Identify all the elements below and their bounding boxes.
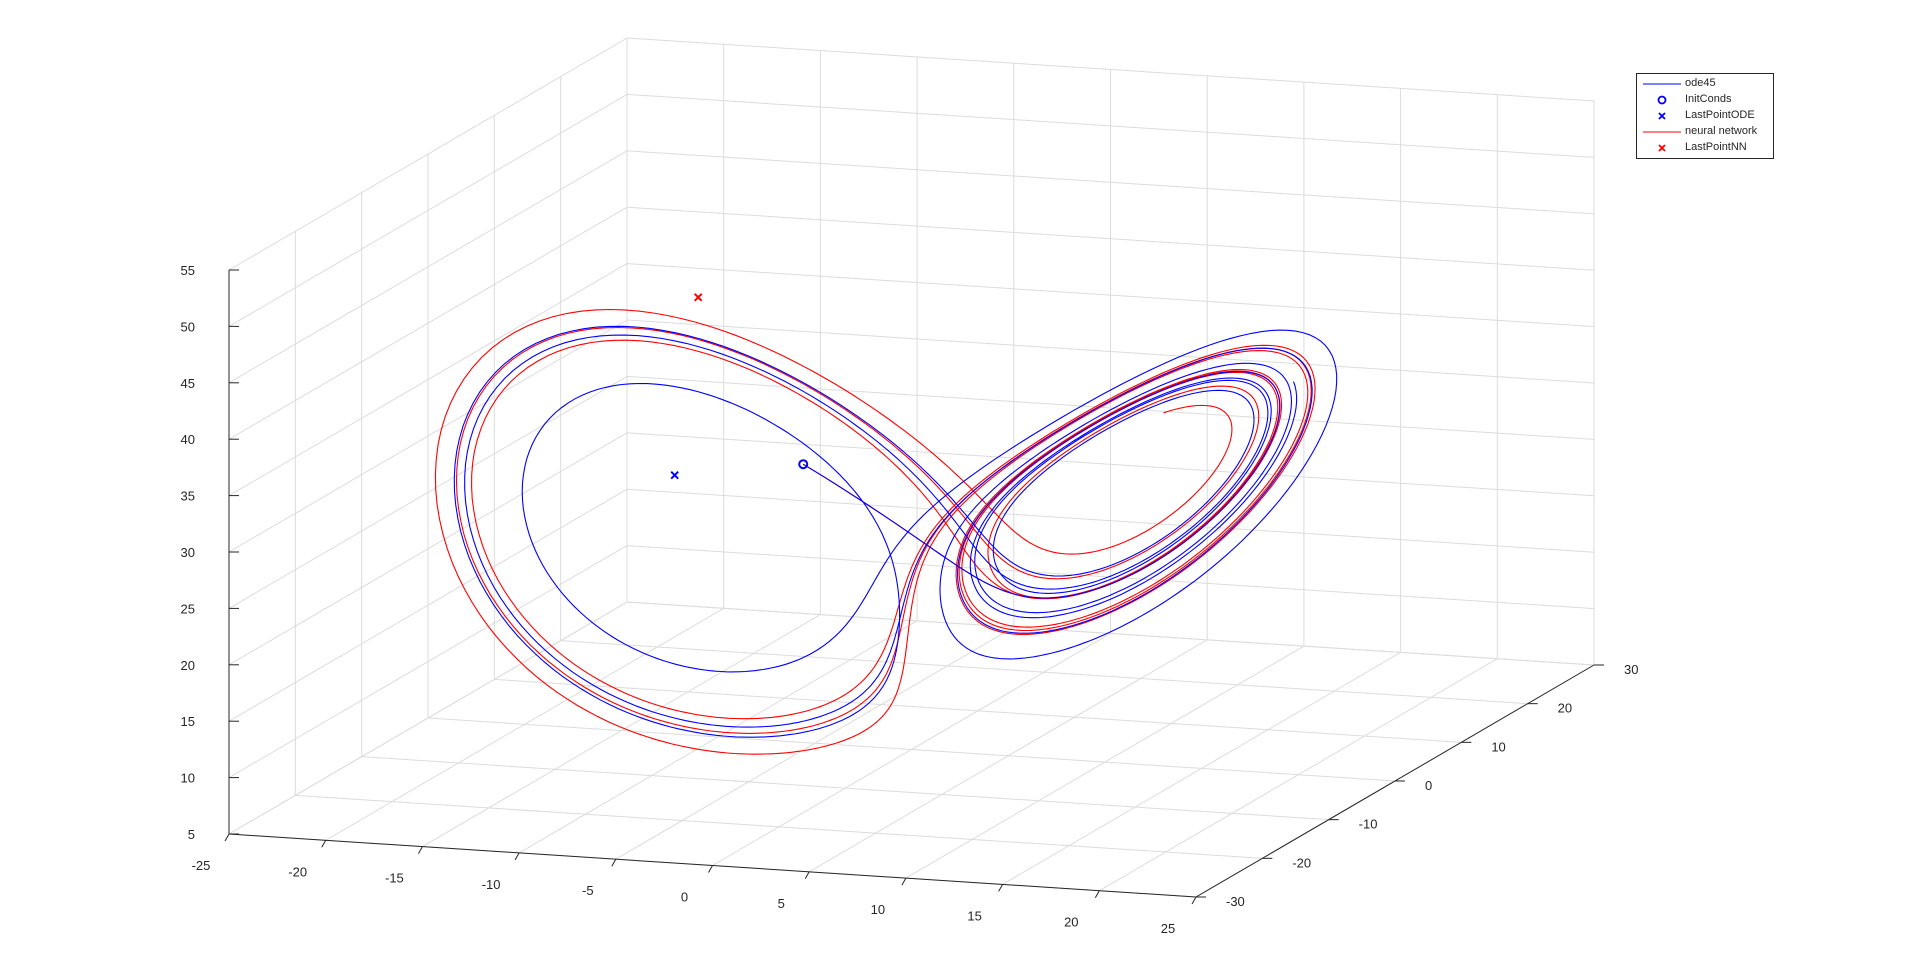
x-tick-mark (804, 871, 810, 880)
back-wall-grid-line (626, 488, 1595, 553)
marker-lastpointnn (693, 293, 703, 302)
axes-lines (224, 269, 1604, 905)
back-wall-grid-line (626, 93, 1595, 158)
circle-marker-icon (1657, 95, 1667, 105)
floor-grid-line (494, 678, 1462, 743)
z-tick-label: 5 (188, 827, 195, 842)
legend-label-lastpointnn: LastPointNN (1685, 141, 1747, 153)
data-series (434, 293, 1338, 755)
side-wall-grid-line (228, 488, 628, 722)
x-tick-mark (321, 840, 327, 848)
side-wall-grid-line (228, 432, 628, 666)
x-tick-mark (901, 877, 907, 886)
floor-grid-line (295, 794, 1263, 859)
x-tick-mark (998, 884, 1004, 892)
x-marker-icon (1658, 144, 1666, 152)
legend-label-initconds: InitConds (1685, 93, 1732, 105)
back-wall-grid-line (626, 601, 1595, 666)
x-marker-icon (1658, 112, 1666, 120)
side-wall-grid-line (228, 263, 628, 497)
legend-entry-lastpointnn: LastPointNN (1637, 140, 1775, 156)
y-tick-label: -10 (1359, 817, 1378, 832)
line-sample-icon (1643, 131, 1681, 133)
x-tick-label: -15 (385, 871, 404, 886)
legend-label-lastpointode: LastPointODE (1685, 109, 1755, 121)
series-line-ode45 (453, 325, 1338, 738)
z-tick-label: 10 (181, 771, 195, 786)
back-wall-grid-line (626, 545, 1595, 610)
x-tick-label: 10 (871, 902, 885, 917)
tick-labels: -25 -20 -15 -10 -5 0 5 10 15 20 25 -30 -20 -10 0 10 20 30… (181, 263, 1639, 936)
x-tick-mark (1094, 890, 1100, 898)
legend-entry-lastpointode: LastPointODE (1637, 108, 1775, 124)
y-tick-label: -20 (1292, 855, 1311, 870)
y-tick-label: -30 (1226, 894, 1245, 909)
x-tick-mark (224, 833, 230, 842)
side-wall-grid-line (228, 37, 628, 271)
back-wall-grid-line (626, 375, 1595, 440)
floor-grid-line (427, 717, 1396, 782)
y-tick-label: 30 (1624, 662, 1638, 677)
back-wall-grid-line (626, 319, 1595, 384)
back-wall-grid-line (626, 432, 1595, 497)
x-tick-label: -25 (192, 858, 211, 873)
x-tick-label: -5 (582, 883, 594, 898)
side-wall-grid-line (228, 93, 628, 327)
line-sample-icon (1643, 83, 1681, 85)
x-tick-label: -10 (482, 877, 501, 892)
x-tick-label: 5 (778, 896, 785, 911)
z-tick-label: 20 (181, 658, 195, 673)
legend-entry-neural-network: neural network (1637, 124, 1775, 140)
x-tick-label: 0 (681, 890, 688, 905)
y-tick-label: 0 (1425, 778, 1432, 793)
z-tick-label: 40 (181, 432, 195, 447)
x-tick-mark (611, 858, 617, 867)
x-tick-mark (417, 846, 423, 854)
series-line-neural-network (434, 308, 1316, 755)
z-tick-label: 25 (181, 601, 195, 616)
side-wall-grid-line (228, 375, 628, 609)
side-wall-grid-line (228, 319, 628, 553)
y-tick-label: 10 (1491, 739, 1505, 754)
legend: ode45 InitConds LastPointODE neural netw… (1636, 73, 1774, 159)
x-tick-label: 15 (967, 908, 981, 923)
side-wall-grid-line (228, 545, 628, 779)
z-tick-label: 35 (181, 489, 195, 504)
z-tick-label: 15 (181, 714, 195, 729)
marker-initconds (798, 459, 809, 470)
legend-entry-ode45: ode45 (1637, 76, 1775, 92)
x-tick-mark (1191, 896, 1197, 905)
legend-entry-initconds: InitConds (1637, 92, 1775, 108)
z-tick-label: 45 (181, 376, 195, 391)
x-tick-label: 25 (1161, 921, 1175, 936)
y-tick-label: 20 (1558, 701, 1572, 716)
side-wall-grid-line (228, 150, 628, 384)
x-tick-label: -20 (288, 864, 307, 879)
legend-label-ode45: ode45 (1685, 77, 1716, 89)
marker-lastpointode (670, 470, 679, 480)
z-tick-label: 30 (181, 545, 195, 560)
z-tick-label: 50 (181, 319, 195, 334)
back-wall-grid-line (626, 263, 1595, 328)
legend-label-neural-network: neural network (1685, 125, 1758, 137)
back-wall-grid-line (626, 206, 1595, 271)
z-tick-label: 55 (181, 263, 195, 278)
side-wall-grid-line (228, 206, 628, 440)
back-wall-grid-line (626, 150, 1595, 215)
floor-grid-line (361, 756, 1329, 821)
back-wall-grid-line (626, 37, 1595, 102)
x-tick-mark (514, 852, 520, 861)
x-tick-label: 20 (1064, 915, 1078, 930)
floor-grid-line (560, 640, 1528, 705)
side-wall-grid-line (228, 601, 628, 835)
x-tick-mark (708, 865, 713, 873)
